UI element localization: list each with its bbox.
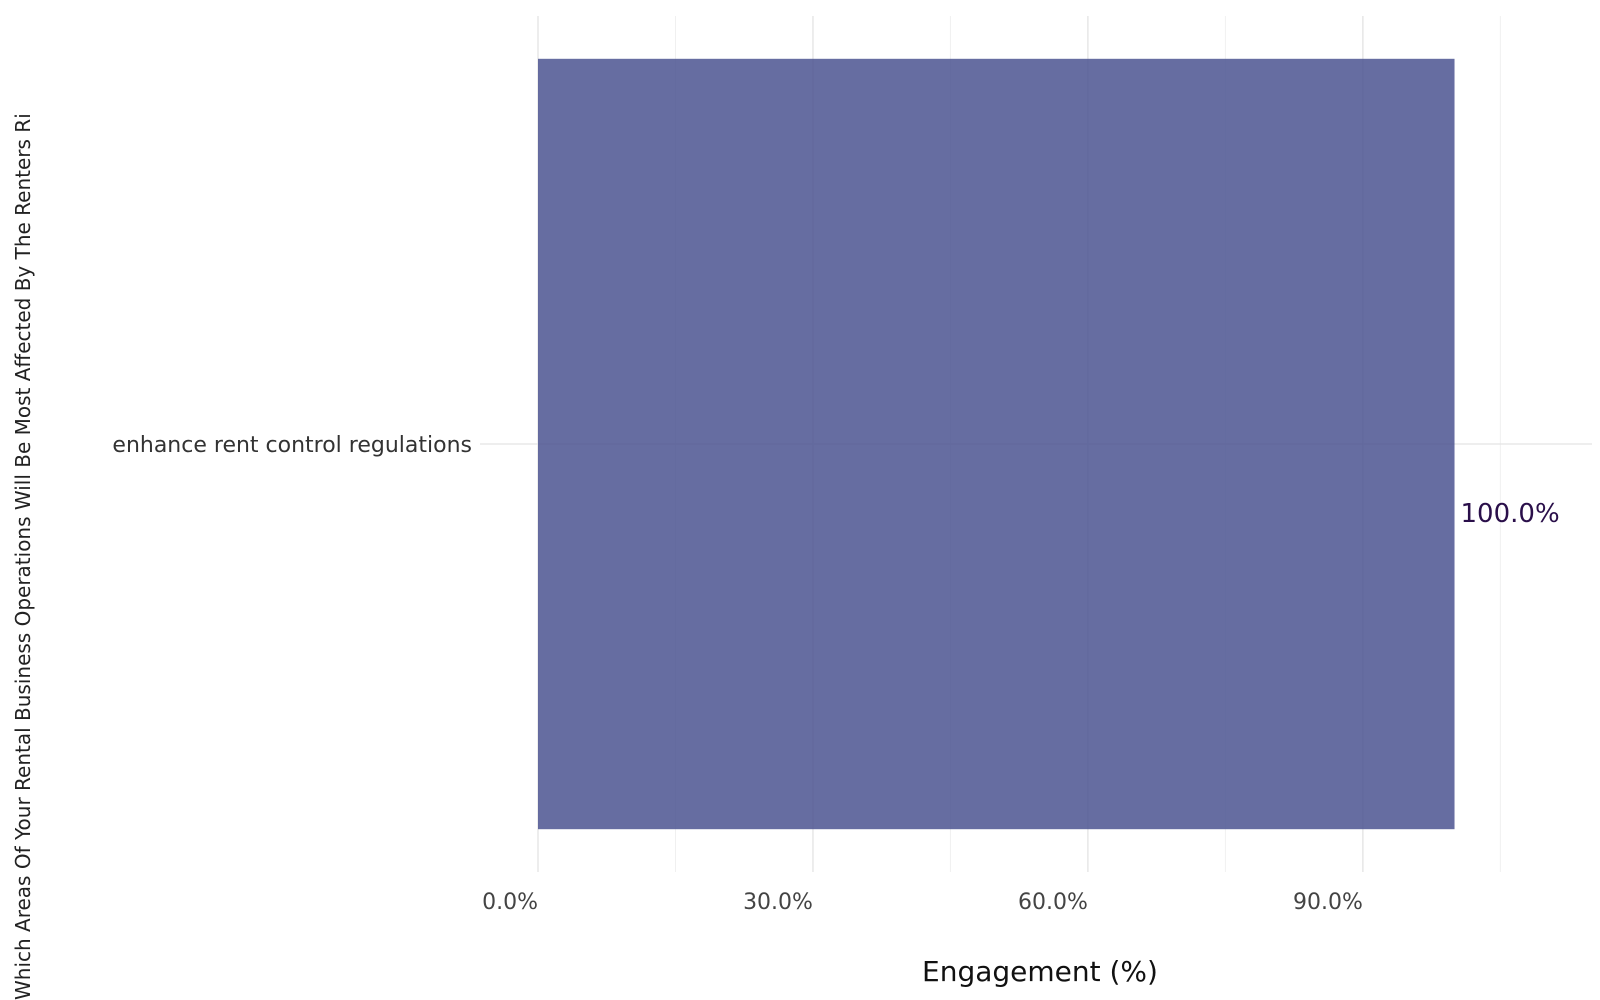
x-tick-label: 30.0% [743,890,813,915]
bars [538,58,1455,830]
x-tick-label: 0.0% [482,890,538,915]
bar-data-label: 100.0% [1461,499,1560,529]
x-axis-title: Engagement (%) [922,955,1158,988]
y-axis-title: Which Areas Of Your Rental Business Oper… [11,113,35,1000]
y-category-label: enhance rent control regulations [112,433,472,458]
bar [538,58,1455,830]
x-tick-label: 90.0% [1293,890,1363,915]
x-tick-label: 60.0% [1018,890,1088,915]
labels: 0.0% 30.0% 60.0% 90.0% enhance rent control … [112,433,1559,915]
